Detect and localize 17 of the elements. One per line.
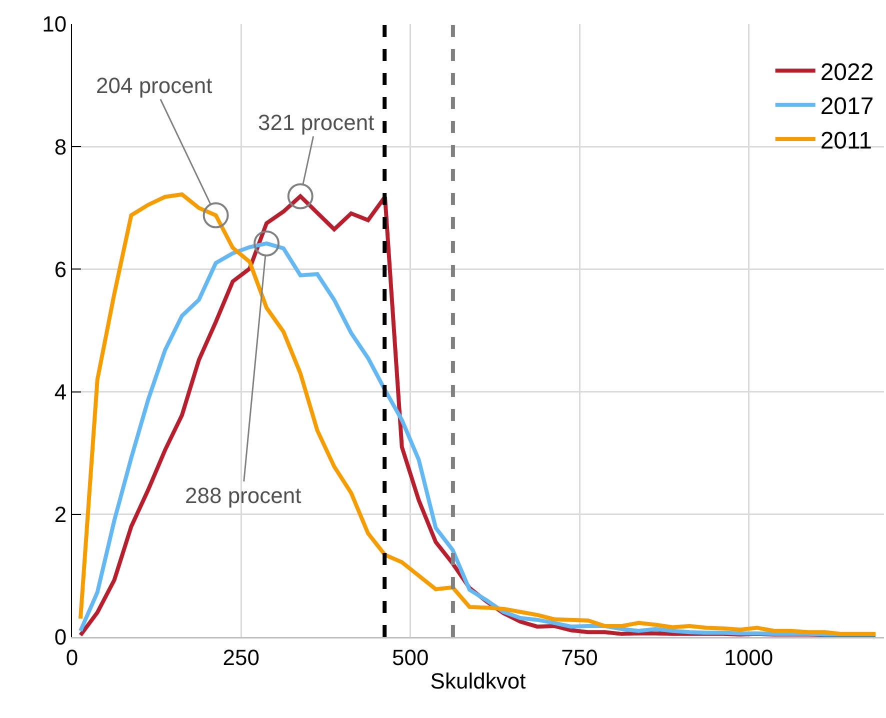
legend-label: 2022 <box>820 58 874 86</box>
y-tick-label: 2 <box>54 502 67 528</box>
y-tick-label: 6 <box>54 256 67 282</box>
x-tick-label: 250 <box>222 644 260 670</box>
legend-label: 2011 <box>820 127 872 154</box>
y-tick-label: 4 <box>54 380 67 404</box>
y-tick-label: 8 <box>54 134 67 160</box>
legend-label: 2017 <box>820 93 874 120</box>
annotation: 204 procent <box>96 73 212 98</box>
annotation: 288 procent <box>185 483 302 508</box>
annotation: 321 procent <box>258 110 374 135</box>
x-tick-label: 1000 <box>724 644 774 670</box>
y-tick-label: 10 <box>42 12 67 37</box>
x-axis-title: Skuldkvot <box>430 668 526 694</box>
y-tick-label: 0 <box>54 624 67 650</box>
x-tick-label: 500 <box>392 644 429 670</box>
x-tick-label: 750 <box>561 644 598 670</box>
